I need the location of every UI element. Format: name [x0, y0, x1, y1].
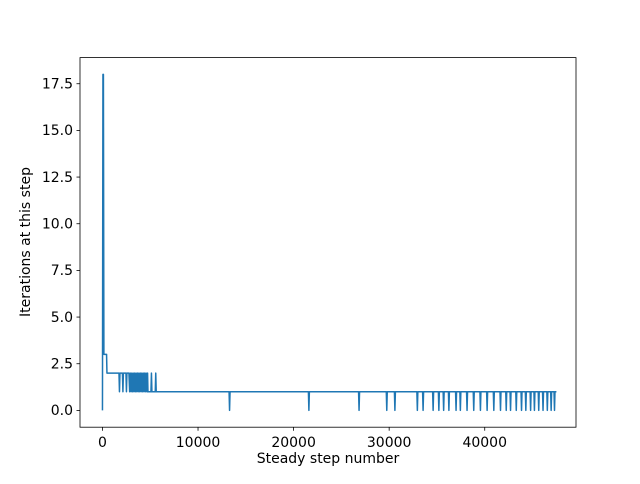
- x-axis-label: Steady step number: [257, 451, 400, 467]
- x-tick-label: 30000: [367, 435, 412, 451]
- y-tick-label: 12.5: [42, 170, 73, 186]
- x-tick-label: 10000: [176, 435, 221, 451]
- y-axis-label: Iterations at this step: [18, 167, 34, 317]
- y-tick-label: 2.5: [51, 357, 73, 373]
- y-tick-label: 15.0: [42, 123, 73, 139]
- x-tick-label: 0: [98, 435, 107, 451]
- y-tick-label: 5.0: [51, 310, 73, 326]
- plot-border: [79, 57, 577, 428]
- x-tick-label: 20000: [271, 435, 316, 451]
- y-tick-label: 0.0: [51, 403, 73, 419]
- y-tick-label: 10.0: [42, 217, 73, 233]
- y-tick-label: 17.5: [42, 77, 73, 93]
- y-tick-label: 7.5: [51, 263, 73, 279]
- data-line: [101, 73, 557, 412]
- x-tick-label: 40000: [462, 435, 507, 451]
